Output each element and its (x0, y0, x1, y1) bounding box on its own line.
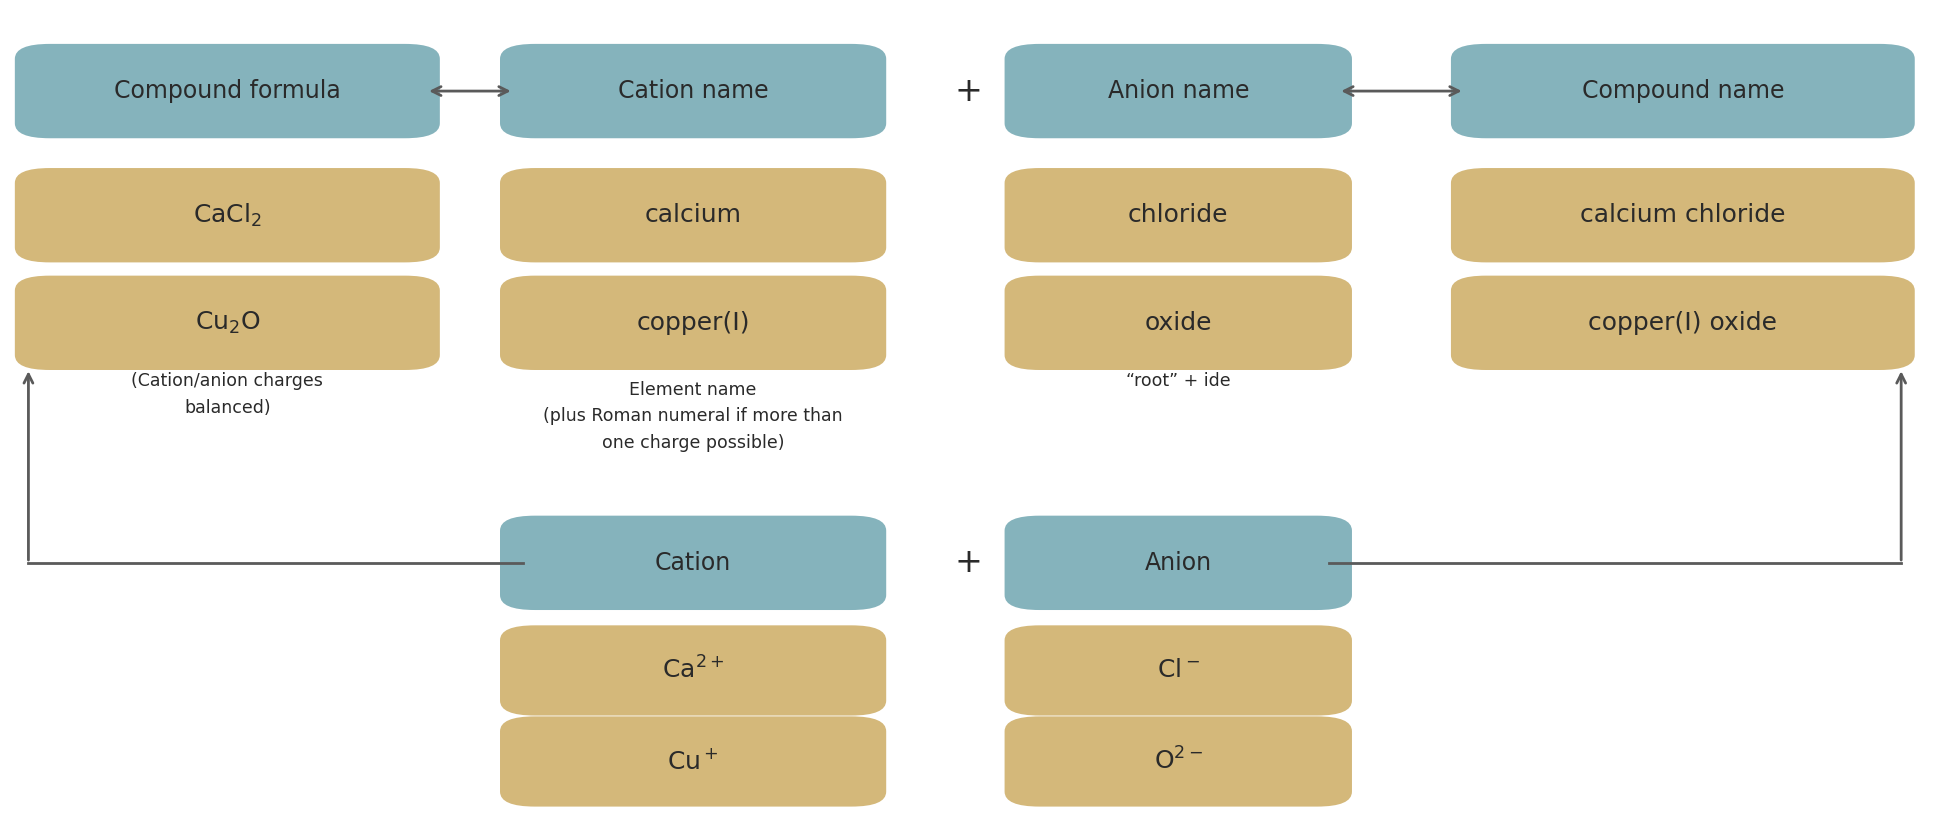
FancyBboxPatch shape (1449, 276, 1913, 370)
Text: Anion name: Anion name (1106, 79, 1249, 103)
Text: Cation name: Cation name (618, 79, 768, 103)
Text: copper(I): copper(I) (637, 311, 750, 335)
Text: +: + (955, 74, 982, 108)
FancyBboxPatch shape (1003, 516, 1352, 610)
FancyBboxPatch shape (501, 276, 886, 370)
Text: Cation: Cation (655, 551, 730, 575)
FancyBboxPatch shape (1003, 276, 1352, 370)
FancyBboxPatch shape (1449, 168, 1913, 263)
Text: calcium: calcium (645, 203, 742, 227)
FancyBboxPatch shape (501, 168, 886, 263)
FancyBboxPatch shape (501, 716, 886, 807)
Text: Element name
(plus Roman numeral if more than
one charge possible): Element name (plus Roman numeral if more… (543, 380, 842, 451)
FancyBboxPatch shape (16, 276, 440, 370)
FancyBboxPatch shape (1003, 625, 1352, 716)
FancyBboxPatch shape (501, 625, 886, 716)
FancyBboxPatch shape (16, 44, 440, 138)
FancyBboxPatch shape (501, 44, 886, 138)
Text: CaCl$_2$: CaCl$_2$ (193, 201, 261, 229)
FancyBboxPatch shape (1003, 716, 1352, 807)
Text: chloride: chloride (1128, 203, 1227, 227)
Text: oxide: oxide (1143, 311, 1212, 335)
Text: +: + (955, 547, 982, 579)
FancyBboxPatch shape (1003, 44, 1352, 138)
Text: Ca$^{2+}$: Ca$^{2+}$ (662, 657, 725, 684)
FancyBboxPatch shape (501, 516, 886, 610)
Text: “root” + ide: “root” + ide (1126, 373, 1229, 390)
Text: Compound name: Compound name (1580, 79, 1782, 103)
Text: Compound formula: Compound formula (113, 79, 341, 103)
Text: (Cation/anion charges
balanced): (Cation/anion charges balanced) (131, 373, 323, 417)
Text: calcium chloride: calcium chloride (1580, 203, 1784, 227)
Text: Anion: Anion (1143, 551, 1212, 575)
Text: Cl$^-$: Cl$^-$ (1157, 659, 1200, 682)
Text: copper(I) oxide: copper(I) oxide (1588, 311, 1777, 335)
FancyBboxPatch shape (1003, 168, 1352, 263)
Text: O$^{2-}$: O$^{2-}$ (1153, 748, 1202, 775)
Text: Cu$^+$: Cu$^+$ (666, 749, 719, 774)
FancyBboxPatch shape (1449, 44, 1913, 138)
FancyBboxPatch shape (16, 168, 440, 263)
Text: Cu$_2$O: Cu$_2$O (195, 309, 259, 336)
